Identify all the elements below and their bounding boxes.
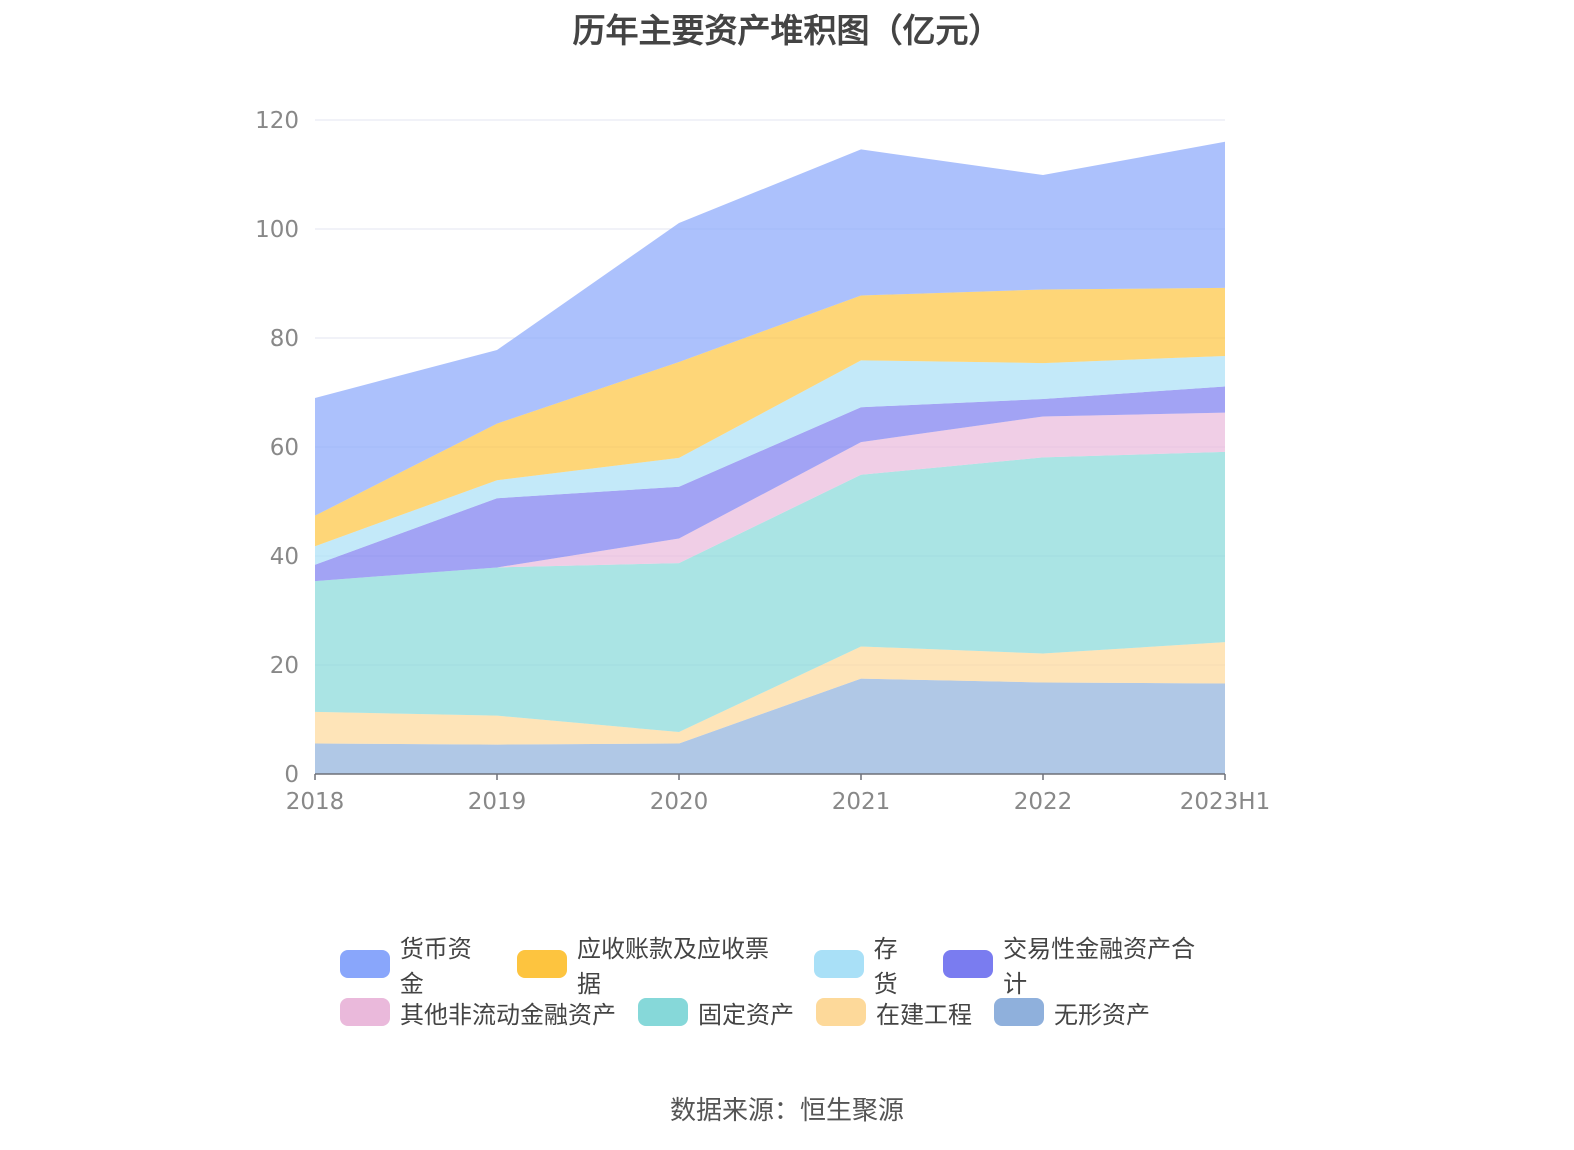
stacked-area-chart: 0 20 40 60 80 100 120 2018 2019 2020 2021 2022 2023H…	[255, 108, 1270, 815]
y-tick-label: 80	[270, 326, 299, 352]
x-tick-label: 2021	[832, 789, 891, 815]
y-tick-label: 60	[270, 435, 299, 461]
legend-item[interactable]: 其他非流动金融资产	[340, 995, 616, 1030]
legend-label: 固定资产	[698, 1000, 794, 1029]
area-series	[315, 412, 1225, 582]
legend-label: 其他非流动金融资产	[400, 1000, 616, 1029]
area-series	[315, 642, 1225, 745]
legend-label: 无形资产	[1054, 1000, 1150, 1029]
area-series	[315, 355, 1225, 565]
area-series	[315, 386, 1225, 582]
legend-item[interactable]: 交易性金融资产合计	[943, 929, 1218, 999]
legend-item[interactable]: 应收账款及应收票据	[517, 929, 792, 999]
x-tick-label: 2023H1	[1180, 789, 1270, 815]
legend-swatch	[816, 998, 866, 1026]
y-tick-label: 120	[255, 108, 299, 134]
y-tick-label: 0	[284, 762, 299, 788]
legend-swatch	[813, 950, 864, 978]
x-tick-label: 2019	[468, 789, 527, 815]
legend-item[interactable]: 固定资产	[638, 995, 794, 1030]
area-series	[315, 287, 1225, 547]
legend: 货币资金 应收账款及应收票据 存货 交易性金融资产合计 其他非流动金融资产 固定资产 在建…	[340, 935, 1240, 1036]
x-tick-label: 2018	[286, 789, 345, 815]
legend-item[interactable]: 在建工程	[816, 995, 972, 1030]
legend-swatch	[517, 950, 567, 978]
legend-swatch	[340, 950, 390, 978]
legend-label: 应收账款及应收票据	[576, 935, 769, 998]
legend-label: 交易性金融资产合计	[1003, 935, 1196, 998]
area-series	[315, 451, 1225, 733]
area-series	[315, 678, 1225, 774]
y-tick-label: 40	[270, 544, 299, 570]
legend-swatch	[943, 950, 994, 978]
chart-title: 历年主要资产堆积图（亿元）	[572, 11, 1002, 50]
x-tick-label: 2022	[1014, 789, 1073, 815]
legend-row: 其他非流动金融资产 固定资产 在建工程 无形资产	[340, 988, 1240, 1036]
legend-label: 货币资金	[399, 935, 472, 998]
y-tick-label: 20	[270, 653, 299, 679]
legend-item[interactable]: 无形资产	[994, 995, 1150, 1030]
data-source-note: 数据来源：恒生聚源	[669, 1096, 904, 1126]
legend-item[interactable]: 存货	[813, 929, 921, 999]
legend-swatch	[994, 998, 1044, 1026]
legend-item[interactable]: 货币资金	[340, 929, 495, 999]
x-tick-label: 2020	[650, 789, 709, 815]
legend-label: 存货	[873, 935, 898, 998]
legend-row: 货币资金 应收账款及应收票据 存货 交易性金融资产合计	[340, 935, 1240, 998]
legend-swatch	[638, 998, 688, 1026]
area-series	[315, 141, 1225, 516]
legend-swatch	[340, 998, 390, 1026]
y-tick-label: 100	[255, 217, 299, 243]
legend-label: 在建工程	[876, 1000, 972, 1029]
